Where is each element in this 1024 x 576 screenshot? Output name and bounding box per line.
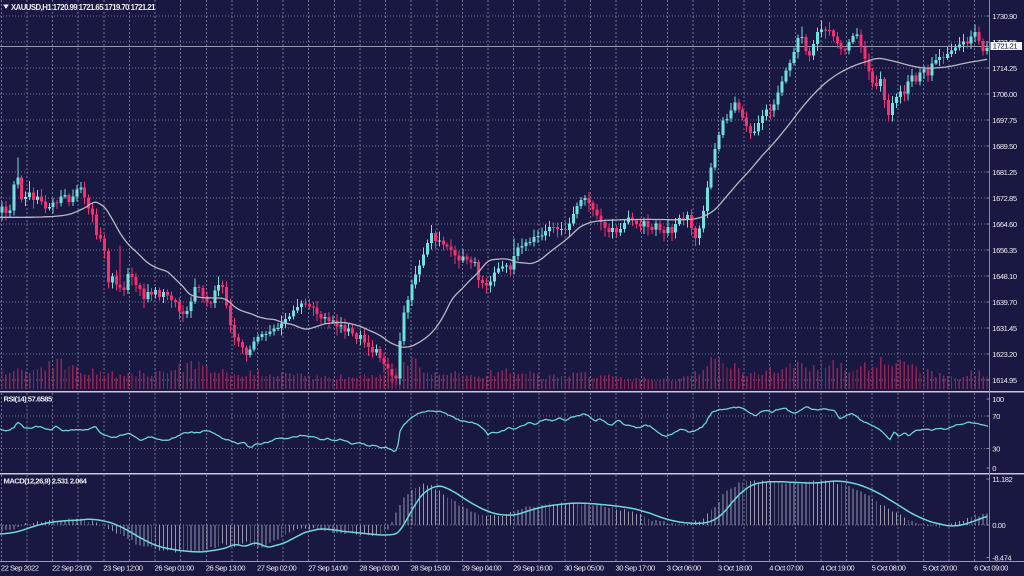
- svg-text:0: 0: [992, 464, 996, 473]
- svg-text:MACD(12,26,9) 2.531 2.064: MACD(12,26,9) 2.531 2.064: [4, 477, 88, 486]
- svg-text:30 Sep 05:00: 30 Sep 05:00: [564, 563, 603, 572]
- svg-text:1631.45: 1631.45: [992, 324, 1017, 333]
- svg-text:1664.60: 1664.60: [992, 220, 1017, 229]
- svg-text:1689.50: 1689.50: [992, 142, 1017, 151]
- svg-text:1697.75: 1697.75: [992, 116, 1017, 125]
- svg-text:70: 70: [992, 412, 1000, 421]
- svg-text:26 Sep 13:00: 26 Sep 13:00: [206, 563, 245, 572]
- svg-text:1623.20: 1623.20: [992, 350, 1017, 359]
- svg-text:22 Sep 2022: 22 Sep 2022: [1, 563, 39, 572]
- svg-text:3 Oct 06:00: 3 Oct 06:00: [667, 563, 701, 572]
- svg-text:1656.35: 1656.35: [992, 246, 1017, 255]
- svg-text:1730.90: 1730.90: [992, 12, 1017, 21]
- svg-text:30: 30: [992, 445, 1000, 454]
- svg-text:1614.95: 1614.95: [992, 376, 1017, 385]
- svg-text:4 Oct 19:00: 4 Oct 19:00: [820, 563, 854, 572]
- svg-text:1721.21: 1721.21: [993, 42, 1018, 51]
- svg-text:5 Oct 20:00: 5 Oct 20:00: [923, 563, 957, 572]
- svg-text:1672.85: 1672.85: [992, 194, 1017, 203]
- svg-text:22 Sep 23:00: 22 Sep 23:00: [52, 563, 91, 572]
- svg-text:-8.474: -8.474: [992, 554, 1011, 563]
- svg-text:1648.10: 1648.10: [992, 272, 1017, 281]
- svg-text:26 Sep 01:00: 26 Sep 01:00: [155, 563, 194, 572]
- svg-text:28 Sep 15:00: 28 Sep 15:00: [411, 563, 450, 572]
- svg-text:1714.25: 1714.25: [992, 64, 1017, 73]
- svg-text:5 Oct 08:00: 5 Oct 08:00: [872, 563, 906, 572]
- svg-text:XAUUSD,H1 1720.99 1721.65 1719: XAUUSD,H1 1720.99 1721.65 1719.70 1721.2…: [11, 3, 156, 12]
- svg-text:1639.70: 1639.70: [992, 298, 1017, 307]
- svg-text:1706.00: 1706.00: [992, 90, 1017, 99]
- svg-text:4 Oct 07:00: 4 Oct 07:00: [769, 563, 803, 572]
- svg-text:100: 100: [992, 395, 1004, 404]
- svg-text:29 Sep 16:00: 29 Sep 16:00: [513, 563, 552, 572]
- svg-text:29 Sep 04:00: 29 Sep 04:00: [462, 563, 501, 572]
- svg-text:11.182: 11.182: [992, 475, 1012, 484]
- svg-text:28 Sep 03:00: 28 Sep 03:00: [359, 563, 398, 572]
- svg-text:23 Sep 12:00: 23 Sep 12:00: [103, 563, 142, 572]
- svg-text:3 Oct 18:00: 3 Oct 18:00: [718, 563, 752, 572]
- svg-text:27 Sep 02:00: 27 Sep 02:00: [257, 563, 296, 572]
- svg-text:30 Sep 17:00: 30 Sep 17:00: [616, 563, 655, 572]
- svg-text:6 Oct 09:00: 6 Oct 09:00: [974, 563, 1008, 572]
- svg-text:1681.25: 1681.25: [992, 168, 1017, 177]
- svg-text:0.00: 0.00: [992, 521, 1005, 530]
- svg-text:27 Sep 14:00: 27 Sep 14:00: [308, 563, 347, 572]
- svg-text:RSI(14) 57.6585: RSI(14) 57.6585: [4, 395, 53, 404]
